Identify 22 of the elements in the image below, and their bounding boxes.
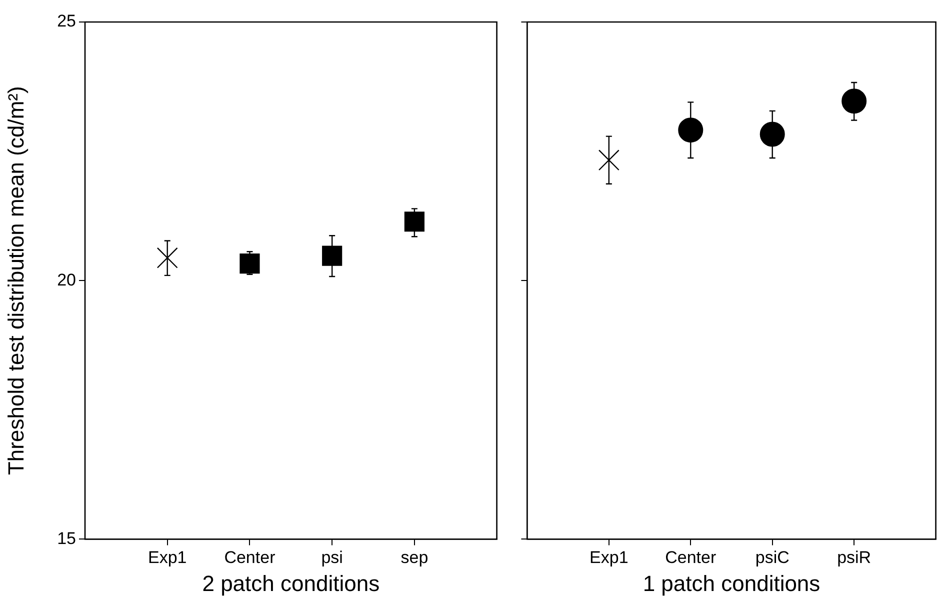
x-tick-label: Center (665, 548, 716, 568)
point (322, 246, 342, 266)
point (842, 88, 867, 114)
point (598, 150, 620, 171)
x-tick-label: psiC (755, 548, 790, 568)
x-tick-label: Exp1 (148, 548, 187, 568)
x-axis-title: 2 patch conditions (202, 570, 380, 596)
point (156, 247, 178, 268)
point (678, 118, 704, 143)
y-tick-label: 20 (57, 270, 76, 290)
point (404, 212, 424, 232)
y-tick-label: 25 (57, 12, 76, 31)
x-tick-label: Center (224, 548, 276, 568)
point (760, 122, 785, 147)
point (240, 253, 260, 274)
x-tick-label: psiR (837, 548, 872, 568)
x-tick-label: sep (400, 548, 428, 568)
x-axis-title: 1 patch conditions (642, 570, 820, 596)
y-axis-title: Threshold test distribution mean (cd/m²) (3, 86, 28, 476)
y-tick-label: 15 (57, 528, 76, 548)
x-tick-label: Exp1 (590, 548, 628, 568)
x-tick-label: psi (321, 548, 343, 568)
